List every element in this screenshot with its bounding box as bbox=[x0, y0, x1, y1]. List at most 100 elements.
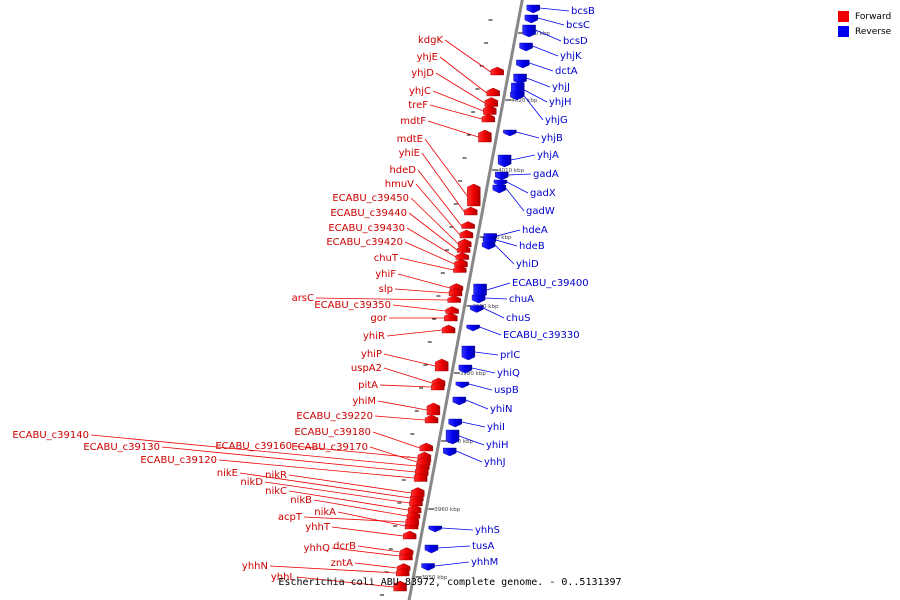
forward-gene-label[interactable]: acpT bbox=[278, 512, 303, 523]
forward-gene-label[interactable]: yhiE bbox=[399, 148, 420, 159]
reverse-gene-label[interactable]: yhjK bbox=[560, 51, 582, 62]
forward-gene-feature[interactable] bbox=[405, 516, 420, 526]
reverse-gene-feature[interactable] bbox=[452, 396, 467, 406]
reverse-gene-feature[interactable] bbox=[428, 525, 442, 533]
reverse-gene-label[interactable]: chuS bbox=[506, 313, 531, 324]
forward-gene-label[interactable]: ECABU_c39170 bbox=[291, 442, 368, 453]
forward-gene-feature[interactable] bbox=[478, 129, 492, 143]
reverse-gene-feature[interactable] bbox=[526, 4, 540, 14]
forward-gene-label[interactable]: hdeD bbox=[389, 165, 416, 176]
reverse-gene-label[interactable]: ECABU_c39400 bbox=[512, 278, 589, 289]
forward-gene-feature[interactable] bbox=[455, 252, 470, 260]
forward-gene-label[interactable]: mdtF bbox=[400, 116, 426, 127]
forward-gene-label[interactable]: ECABU_c39350 bbox=[314, 300, 391, 311]
reverse-gene-feature[interactable] bbox=[503, 129, 517, 137]
forward-gene-feature[interactable] bbox=[444, 312, 458, 322]
forward-gene-label[interactable]: arsC bbox=[292, 293, 314, 304]
forward-gene-feature[interactable] bbox=[481, 113, 496, 123]
forward-gene-label[interactable]: ECABU_c39450 bbox=[332, 193, 409, 204]
reverse-gene-feature[interactable] bbox=[424, 544, 439, 554]
forward-gene-label[interactable]: ECABU_c39120 bbox=[140, 455, 217, 466]
reverse-gene-label[interactable]: hdeA bbox=[522, 225, 548, 236]
forward-gene-feature[interactable] bbox=[456, 245, 471, 253]
forward-gene-label[interactable]: yhjC bbox=[409, 86, 431, 97]
forward-gene-label[interactable]: yhhL bbox=[271, 572, 296, 583]
reverse-gene-feature[interactable] bbox=[469, 305, 484, 313]
forward-gene-label[interactable]: ECABU_c39220 bbox=[296, 411, 373, 422]
forward-gene-feature[interactable] bbox=[393, 580, 407, 592]
forward-gene-feature[interactable] bbox=[454, 258, 468, 268]
forward-gene-feature[interactable] bbox=[406, 511, 421, 519]
reverse-gene-feature[interactable] bbox=[492, 184, 507, 194]
forward-gene-feature[interactable] bbox=[486, 87, 500, 97]
forward-gene-label[interactable]: pitA bbox=[358, 380, 378, 391]
reverse-gene-label[interactable]: yhjA bbox=[537, 150, 559, 161]
reverse-gene-feature[interactable] bbox=[524, 14, 539, 24]
forward-gene-label[interactable]: yhhT bbox=[305, 522, 331, 533]
forward-gene-label[interactable]: chuT bbox=[374, 253, 399, 264]
reverse-gene-label[interactable]: gadX bbox=[530, 188, 556, 199]
forward-gene-feature[interactable] bbox=[458, 238, 472, 248]
reverse-gene-label[interactable]: yhiD bbox=[516, 259, 539, 270]
forward-gene-feature[interactable] bbox=[461, 221, 475, 229]
forward-gene-label[interactable]: yhjD bbox=[411, 68, 434, 79]
forward-gene-feature[interactable] bbox=[441, 324, 456, 334]
forward-gene-label[interactable]: nikA bbox=[314, 507, 336, 518]
reverse-gene-feature[interactable] bbox=[443, 447, 457, 457]
reverse-gene-feature[interactable] bbox=[519, 42, 533, 52]
forward-gene-label[interactable]: nikB bbox=[290, 495, 312, 506]
forward-gene-label[interactable]: ECABU_c39130 bbox=[83, 442, 160, 453]
reverse-gene-label[interactable]: yhjJ bbox=[552, 82, 570, 93]
reverse-gene-feature[interactable] bbox=[513, 73, 527, 85]
reverse-gene-label[interactable]: yhhJ bbox=[484, 457, 506, 468]
forward-gene-label[interactable]: treF bbox=[408, 100, 428, 111]
reverse-gene-feature[interactable] bbox=[445, 429, 460, 445]
forward-gene-feature[interactable] bbox=[407, 504, 422, 514]
reverse-gene-feature[interactable] bbox=[455, 381, 470, 389]
forward-gene-label[interactable]: yhiP bbox=[361, 349, 382, 360]
forward-gene-feature[interactable] bbox=[449, 283, 464, 291]
forward-gene-label[interactable]: yhiR bbox=[363, 331, 385, 342]
forward-gene-feature[interactable] bbox=[424, 414, 439, 424]
forward-gene-feature[interactable] bbox=[415, 466, 429, 476]
reverse-gene-label[interactable]: yhiQ bbox=[497, 368, 520, 379]
forward-gene-feature[interactable] bbox=[435, 358, 449, 372]
forward-gene-feature[interactable] bbox=[396, 567, 410, 577]
reverse-gene-label[interactable]: dctA bbox=[555, 66, 578, 77]
forward-gene-label[interactable]: nikE bbox=[217, 468, 238, 479]
forward-gene-feature[interactable] bbox=[409, 497, 423, 507]
forward-gene-label[interactable]: yhiF bbox=[375, 269, 396, 280]
reverse-gene-label[interactable]: yhjB bbox=[541, 133, 563, 144]
reverse-gene-feature[interactable] bbox=[497, 154, 512, 168]
forward-gene-feature[interactable] bbox=[453, 265, 467, 273]
reverse-gene-label[interactable]: yhhS bbox=[475, 525, 500, 536]
forward-gene-label[interactable]: ECABU_c39420 bbox=[326, 237, 403, 248]
reverse-gene-label[interactable]: yhjG bbox=[545, 115, 568, 126]
reverse-gene-label[interactable]: gadA bbox=[533, 169, 559, 180]
reverse-gene-label[interactable]: yhiH bbox=[486, 440, 509, 451]
reverse-gene-feature[interactable] bbox=[516, 59, 530, 69]
reverse-gene-label[interactable]: tusA bbox=[472, 541, 494, 552]
forward-gene-feature[interactable] bbox=[484, 97, 499, 107]
reverse-gene-feature[interactable] bbox=[495, 171, 509, 181]
reverse-gene-label[interactable]: prlC bbox=[500, 350, 520, 361]
reverse-gene-label[interactable]: hdeB bbox=[519, 241, 545, 252]
reverse-gene-feature[interactable] bbox=[458, 364, 473, 374]
forward-gene-feature[interactable] bbox=[448, 287, 463, 297]
reverse-gene-feature[interactable] bbox=[448, 418, 462, 428]
forward-gene-feature[interactable] bbox=[426, 402, 441, 416]
forward-gene-label[interactable]: ECABU_c39160 bbox=[215, 441, 292, 452]
forward-gene-feature[interactable] bbox=[431, 381, 445, 391]
forward-gene-feature[interactable] bbox=[396, 563, 411, 571]
forward-gene-label[interactable]: ECABU_c39440 bbox=[330, 208, 407, 219]
reverse-gene-feature[interactable] bbox=[466, 324, 480, 332]
reverse-gene-label[interactable]: ECABU_c39330 bbox=[503, 330, 580, 341]
forward-gene-label[interactable]: nikR bbox=[265, 470, 287, 481]
forward-gene-label[interactable]: mdtE bbox=[397, 134, 423, 145]
forward-gene-feature[interactable] bbox=[416, 456, 431, 466]
forward-gene-feature[interactable] bbox=[403, 530, 417, 540]
forward-gene-feature[interactable] bbox=[445, 306, 459, 314]
reverse-gene-label[interactable]: yhiI bbox=[487, 422, 505, 433]
reverse-gene-feature[interactable] bbox=[510, 91, 524, 101]
forward-gene-label[interactable]: nikD bbox=[240, 477, 263, 488]
